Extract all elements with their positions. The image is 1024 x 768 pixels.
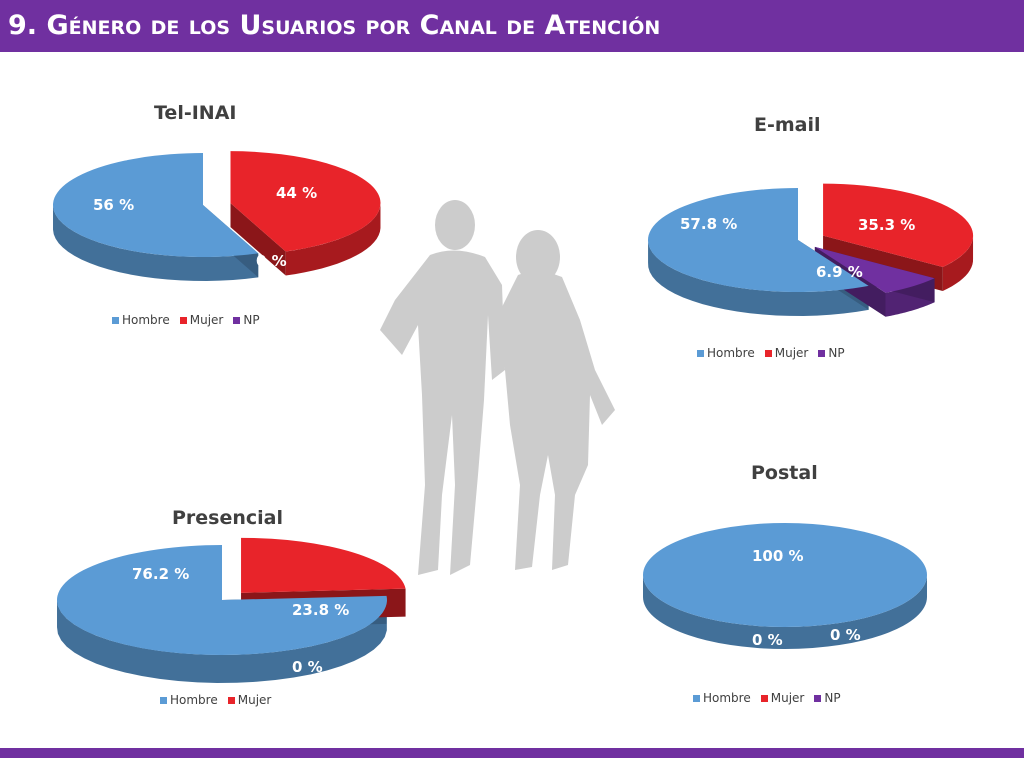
- pie-slice-side-hombre: [643, 575, 927, 649]
- pie-slice-mujer: [230, 151, 381, 252]
- page-title: 9. Género de los Usuarios por Canal de A…: [8, 10, 661, 41]
- legend-email: Hombre Mujer NP: [697, 346, 845, 360]
- chart-title-tel-inai: Tel-INAI: [154, 102, 237, 124]
- legend-label: Mujer: [770, 691, 805, 705]
- legend-swatch: [160, 696, 167, 704]
- legend-label: Hombre: [170, 693, 218, 707]
- legend-label: Mujer: [189, 313, 224, 327]
- pie-chart-presencial: 76.2 % 23.8 % 0 %: [56, 537, 406, 683]
- legend-swatch: [760, 694, 768, 702]
- chart-title-presencial: Presencial: [172, 507, 284, 529]
- legend-item-mujer: Mujer: [179, 313, 224, 327]
- legend-label: Hombre: [122, 313, 170, 327]
- legend-item-mujer: Mujer: [764, 346, 809, 360]
- legend-item-np: NP: [233, 313, 260, 327]
- pie-chart-postal: 100 % 0 % 0 %: [643, 523, 927, 649]
- data-label-mujer: 0 %: [752, 631, 783, 649]
- legend-item-hombre: Hombre: [160, 693, 218, 707]
- pie-slice-hombre: [648, 188, 869, 292]
- legend-swatch: [693, 694, 700, 702]
- data-label-hombre: 56 %: [93, 196, 134, 214]
- legend-swatch: [814, 694, 822, 702]
- legend-swatch: [764, 349, 772, 357]
- legend-item-mujer: Mujer: [227, 693, 272, 707]
- legend-presencial: Hombre Mujer: [160, 693, 271, 707]
- legend-label: Hombre: [703, 691, 751, 705]
- pie-slice-hombre: [643, 523, 927, 627]
- legend-label: Mujer: [774, 346, 809, 360]
- legend-label: Mujer: [237, 693, 272, 707]
- chart-title-postal: Postal: [751, 462, 818, 484]
- legend-swatch: [227, 696, 235, 704]
- legend-postal: Hombre Mujer NP: [693, 691, 841, 705]
- legend-swatch: [697, 349, 704, 357]
- pie-slice-hombre: [56, 545, 388, 655]
- pie-slice-mujer: [241, 537, 406, 593]
- legend-label: NP: [828, 346, 845, 360]
- legend-label: NP: [824, 691, 841, 705]
- pie-slice-mujer: [823, 183, 974, 267]
- data-label-np: 0 %: [256, 252, 287, 270]
- legend-swatch: [233, 316, 241, 324]
- data-label-hombre: 100 %: [752, 547, 804, 565]
- data-label-hombre: 57.8 %: [680, 215, 737, 233]
- pie-slice-hombre: [53, 153, 259, 257]
- data-label-mujer: 23.8 %: [292, 601, 349, 619]
- data-label-np: 0 %: [292, 658, 323, 676]
- pie-slice-side-mujer: [942, 234, 974, 291]
- legend-swatch: [179, 316, 187, 324]
- pie-slice-side-hombre: [648, 238, 869, 316]
- pie-slice-side-hombre: [53, 205, 259, 281]
- legend-item-hombre: Hombre: [112, 313, 170, 327]
- couple-silhouette-icon: [380, 200, 615, 576]
- data-label-np: 6.9 %: [816, 263, 863, 281]
- data-label-mujer: 44 %: [276, 184, 317, 202]
- footer-bar: [0, 748, 1024, 758]
- legend-swatch: [818, 349, 826, 357]
- pie-chart-tel-inai: 56 % 44 % 0 %: [53, 151, 381, 281]
- legend-label: Hombre: [707, 346, 755, 360]
- data-label-hombre: 76.2 %: [132, 565, 189, 583]
- pie-slice-side-mujer: [285, 204, 381, 276]
- pie-slice-side-hombre: [57, 599, 387, 683]
- legend-item-hombre: Hombre: [697, 346, 755, 360]
- legend-item-np: NP: [814, 691, 841, 705]
- header-bar: 9. Género de los Usuarios por Canal de A…: [0, 0, 1024, 52]
- pie-slice-wall-mujer: [230, 203, 286, 276]
- legend-item-mujer: Mujer: [760, 691, 805, 705]
- legend-item-np: NP: [818, 346, 845, 360]
- data-label-np: 0 %: [830, 626, 861, 644]
- legend-swatch: [112, 316, 119, 324]
- legend-tel-inai: Hombre Mujer NP: [112, 313, 260, 327]
- pie-slice-np: [814, 246, 935, 293]
- pie-chart-email: 57.8 % 35.3 % 6.9 %: [648, 183, 974, 317]
- legend-label: NP: [243, 313, 260, 327]
- data-label-mujer: 35.3 %: [858, 216, 915, 234]
- legend-item-hombre: Hombre: [693, 691, 751, 705]
- chart-title-email: E-mail: [754, 114, 821, 136]
